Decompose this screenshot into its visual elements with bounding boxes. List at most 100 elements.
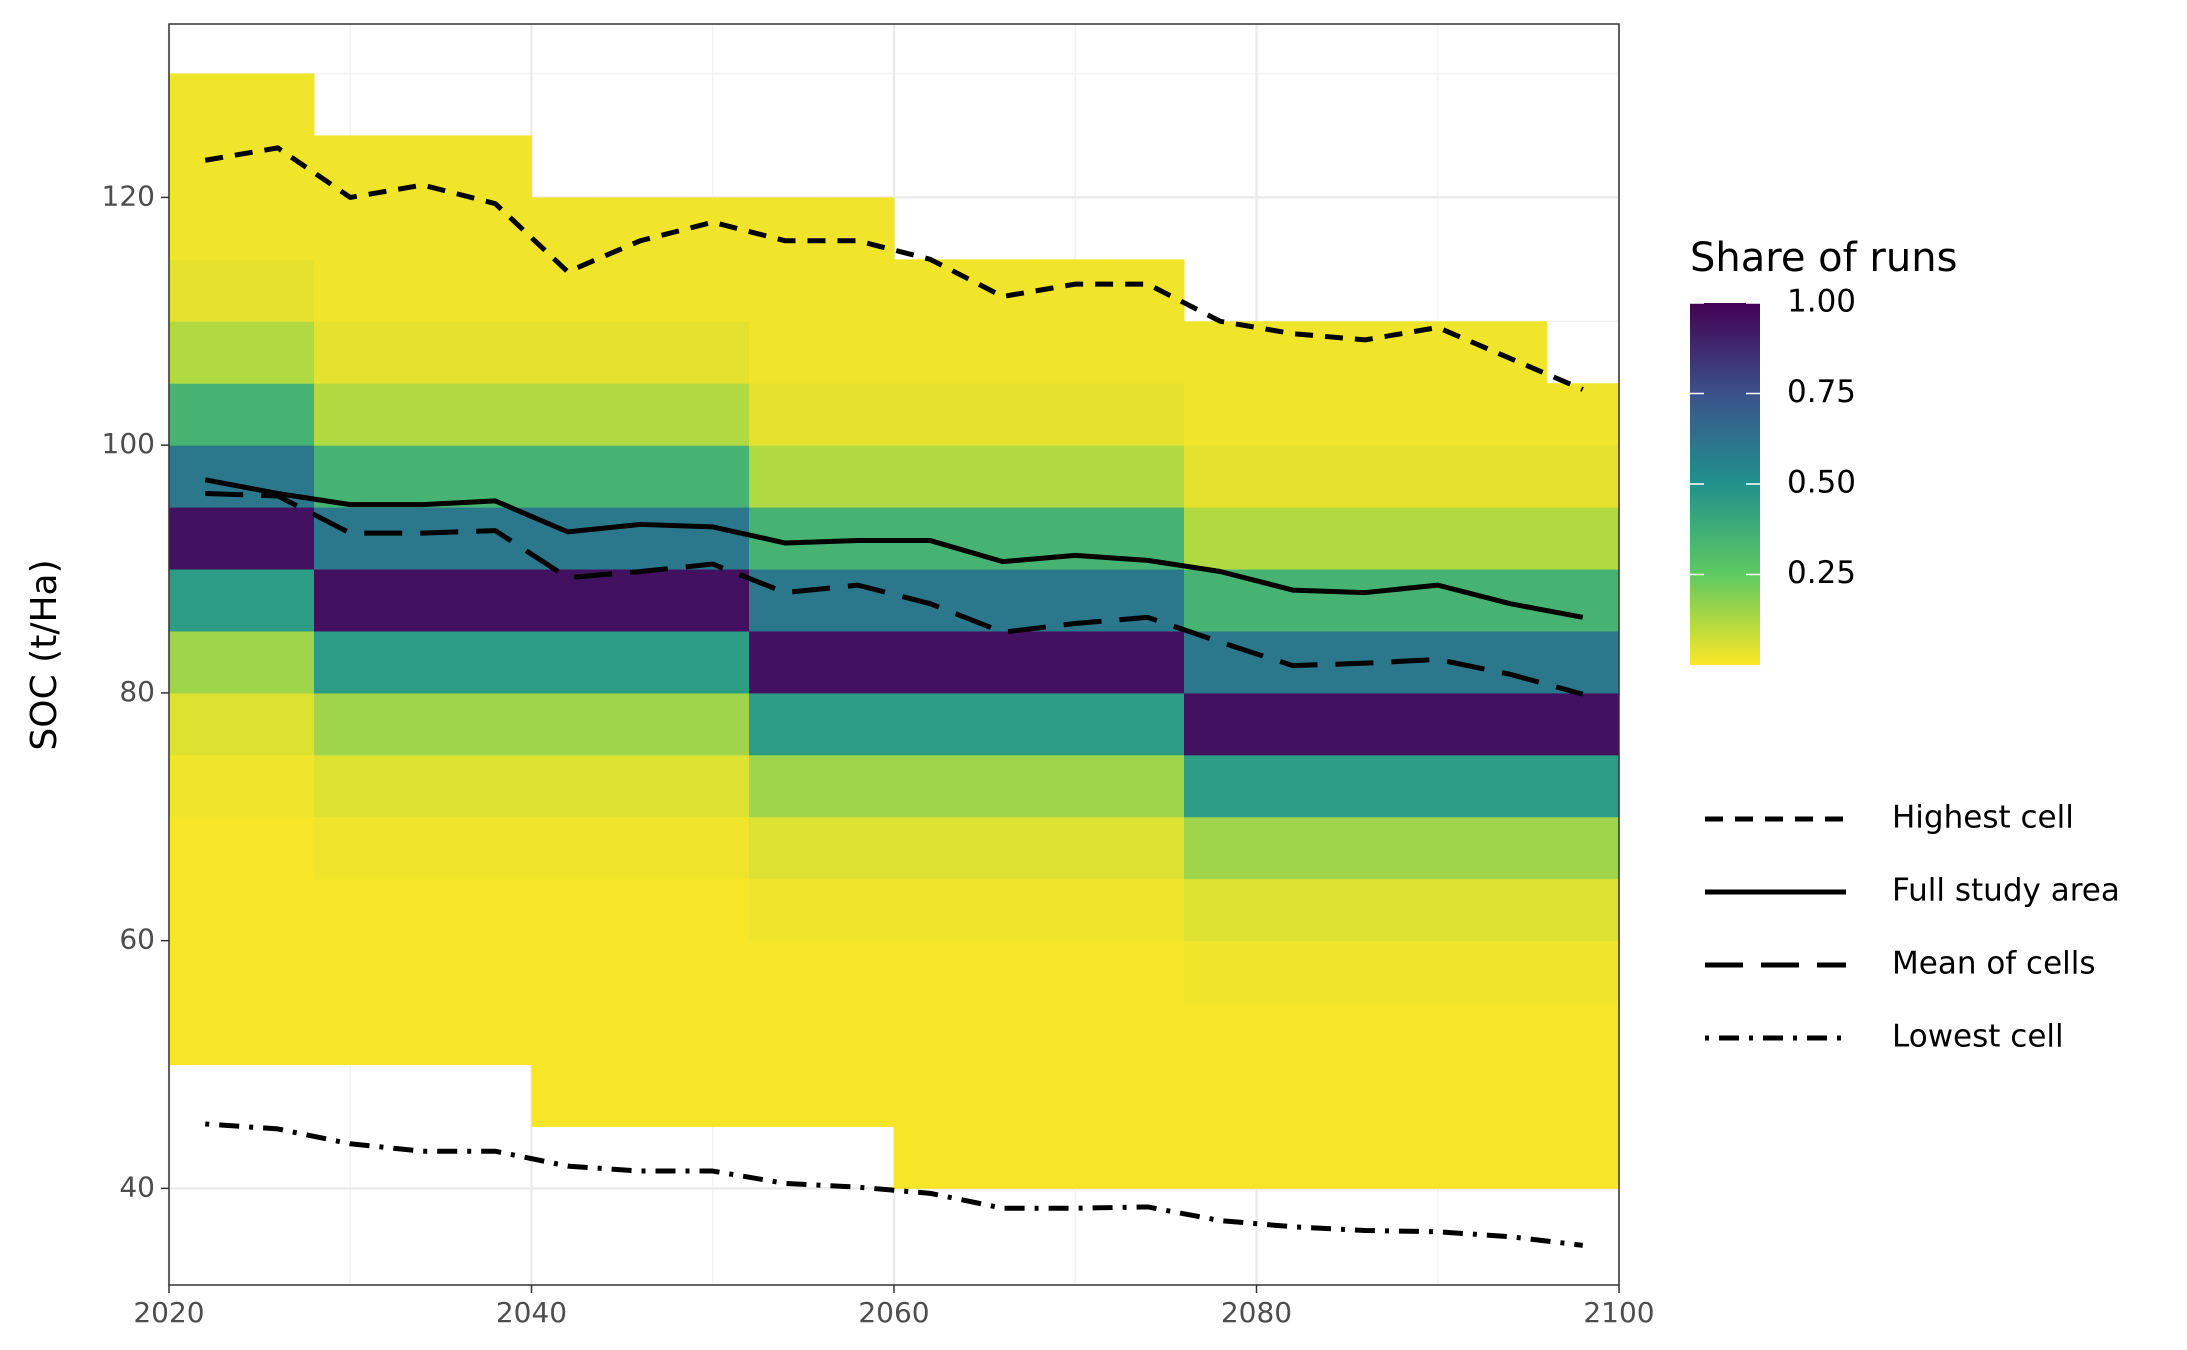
heat-cell bbox=[966, 259, 1040, 322]
heat-cell bbox=[459, 692, 532, 756]
heat-cell bbox=[314, 630, 387, 694]
heat-cell bbox=[1184, 878, 1257, 942]
heat-cell bbox=[314, 878, 387, 942]
heat-cell bbox=[1256, 1126, 1330, 1189]
heat-cell bbox=[1184, 692, 1257, 756]
heat-cell bbox=[676, 940, 750, 1004]
heat-cell bbox=[169, 1002, 242, 1066]
heat-cell bbox=[749, 816, 822, 880]
y-tick-label: 80 bbox=[119, 675, 155, 708]
heat-cell bbox=[531, 569, 605, 632]
heat-cell bbox=[1546, 383, 1620, 446]
x-tick-label: 2100 bbox=[1583, 1296, 1654, 1329]
heat-cell bbox=[676, 692, 750, 756]
heat-cell bbox=[169, 754, 242, 818]
heat-cell bbox=[314, 445, 387, 508]
heat-cell bbox=[1256, 692, 1330, 756]
heat-cell bbox=[1039, 754, 1112, 818]
heat-cell bbox=[314, 1002, 387, 1066]
heat-cell bbox=[241, 940, 315, 1004]
heat-cell bbox=[169, 135, 242, 198]
heat-cell bbox=[1546, 630, 1620, 694]
heat-cell bbox=[1329, 878, 1402, 942]
heat-cell bbox=[1474, 940, 1547, 1004]
heat-cell bbox=[1256, 940, 1330, 1004]
heat-cell bbox=[1546, 816, 1620, 880]
heat-cell bbox=[1474, 630, 1547, 694]
heat-cell bbox=[1401, 754, 1475, 818]
heat-cell bbox=[1039, 1064, 1112, 1127]
heat-cell bbox=[604, 754, 677, 818]
heat-cell bbox=[169, 816, 242, 880]
heat-cell bbox=[1546, 1064, 1620, 1127]
heat-cell bbox=[749, 630, 822, 694]
heat-cell bbox=[604, 940, 677, 1004]
heat-cell bbox=[1401, 1126, 1475, 1189]
heat-cell bbox=[1401, 445, 1475, 508]
heat-cell bbox=[749, 1064, 822, 1127]
heat-cell bbox=[386, 259, 460, 322]
heat-cell bbox=[821, 1002, 895, 1066]
heat-cell bbox=[459, 878, 532, 942]
heat-cell bbox=[459, 259, 532, 322]
heat-cell bbox=[386, 197, 460, 260]
heat-cell bbox=[1184, 754, 1257, 818]
heat-cell bbox=[386, 940, 460, 1004]
heat-cell bbox=[241, 1002, 315, 1066]
heat-cell bbox=[1474, 1126, 1547, 1189]
heat-cell bbox=[1111, 569, 1185, 632]
heat-cell bbox=[1329, 569, 1402, 632]
heat-cell bbox=[1401, 569, 1475, 632]
heat-cell bbox=[459, 754, 532, 818]
heat-cell bbox=[386, 445, 460, 508]
heat-cell bbox=[1111, 940, 1185, 1004]
heat-cell bbox=[1256, 878, 1330, 942]
heat-cell bbox=[1546, 507, 1620, 570]
heat-cell bbox=[241, 630, 315, 694]
heat-cell bbox=[1401, 1002, 1475, 1066]
heat-cell bbox=[1111, 445, 1185, 508]
heat-cell bbox=[1256, 1064, 1330, 1127]
heat-cell bbox=[386, 754, 460, 818]
heat-cell bbox=[169, 940, 242, 1004]
heat-cell bbox=[676, 1064, 750, 1127]
heat-cell bbox=[1329, 754, 1402, 818]
heat-cell bbox=[1329, 1002, 1402, 1066]
heat-cell bbox=[749, 321, 822, 384]
x-tick-label: 2040 bbox=[496, 1296, 567, 1329]
x-tick-label: 2080 bbox=[1221, 1296, 1292, 1329]
heat-cell bbox=[821, 878, 895, 942]
heat-cell bbox=[894, 1064, 967, 1127]
heat-cell bbox=[966, 940, 1040, 1004]
heat-cell bbox=[241, 569, 315, 632]
y-axis-title: SOC (t/Ha) bbox=[24, 559, 65, 750]
heat-cell bbox=[1546, 1002, 1620, 1066]
heat-cell bbox=[386, 569, 460, 632]
heat-cell bbox=[1256, 754, 1330, 818]
heat-cell bbox=[1039, 507, 1112, 570]
heat-cell bbox=[749, 940, 822, 1004]
heat-cell bbox=[1474, 1064, 1547, 1127]
heat-cell bbox=[241, 73, 315, 136]
heat-cell bbox=[1184, 383, 1257, 446]
heat-cell bbox=[894, 1126, 967, 1189]
heat-cell bbox=[1329, 445, 1402, 508]
heat-cell bbox=[241, 816, 315, 880]
heat-cell bbox=[531, 692, 605, 756]
heat-cell bbox=[1184, 445, 1257, 508]
heat-cell bbox=[1329, 383, 1402, 446]
heat-cell bbox=[1111, 754, 1185, 818]
heat-cell bbox=[1329, 1064, 1402, 1127]
heat-cell bbox=[1401, 383, 1475, 446]
series-line bbox=[204, 145, 1584, 392]
heat-cell bbox=[749, 1002, 822, 1066]
heat-cell bbox=[314, 940, 387, 1004]
heat-cell bbox=[241, 259, 315, 322]
heat-cell bbox=[314, 135, 387, 198]
heat-cell bbox=[459, 135, 532, 198]
legend-label: Full study area bbox=[1892, 873, 2120, 909]
heat-cell bbox=[386, 135, 460, 198]
heat-cell bbox=[604, 445, 677, 508]
heat-cell bbox=[821, 754, 895, 818]
heat-cell bbox=[966, 878, 1040, 942]
